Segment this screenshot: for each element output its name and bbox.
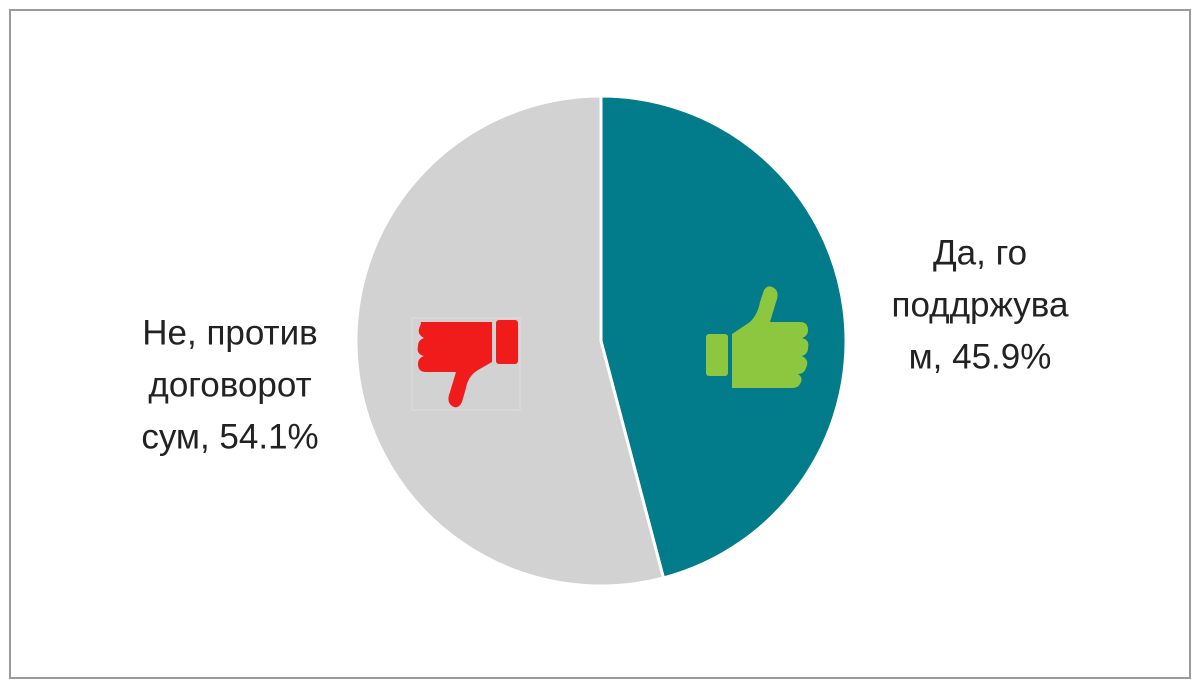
slice-label: договорот [148,365,311,404]
slice-label: Да, го [933,233,1027,272]
thumbs-up-icon [706,286,809,388]
thumbs-down-icon [411,317,521,411]
slice-label: поддржува [892,285,1069,324]
slice-label: Не, против [142,313,317,352]
slice-label: м, 45.9% [909,337,1052,376]
slice-label: сум, 54.1% [141,417,318,456]
